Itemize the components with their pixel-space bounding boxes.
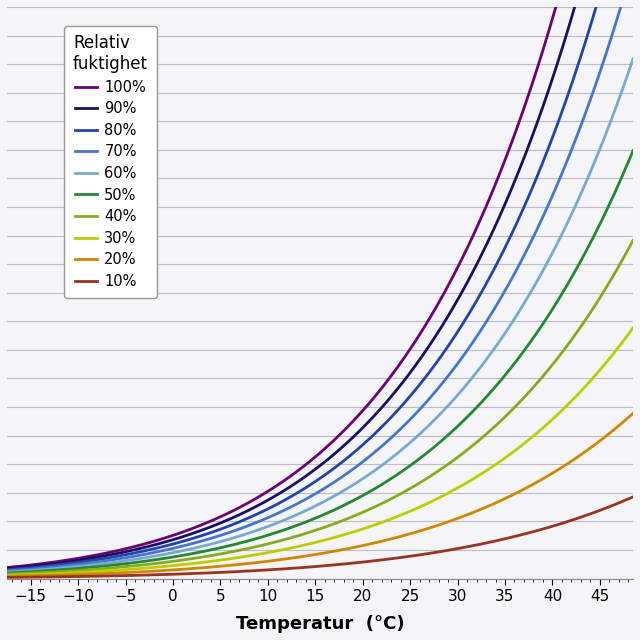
40% (629, 236, 637, 244)
50% (629, 147, 637, 154)
50% (542, 316, 550, 323)
10% (383, 556, 391, 563)
30% (478, 470, 486, 477)
100% (42, 559, 49, 567)
30% (42, 570, 49, 578)
10% (542, 524, 550, 532)
90% (383, 397, 391, 405)
20% (367, 540, 374, 548)
50% (3, 569, 11, 577)
20% (3, 573, 11, 580)
30% (542, 421, 550, 429)
20% (478, 505, 486, 513)
30% (629, 324, 637, 332)
30% (3, 572, 11, 579)
40% (402, 487, 410, 495)
80% (542, 150, 550, 158)
70% (367, 452, 374, 460)
Line: 10%: 10% (7, 497, 633, 577)
20% (383, 536, 391, 544)
100% (478, 212, 486, 220)
80% (42, 563, 49, 570)
40% (383, 497, 391, 505)
60% (402, 442, 410, 450)
10% (3, 573, 11, 581)
90% (542, 93, 550, 101)
60% (42, 566, 49, 573)
70% (42, 564, 49, 572)
50% (402, 465, 410, 472)
40% (42, 568, 49, 576)
100% (402, 351, 410, 359)
100% (367, 398, 374, 406)
Line: 40%: 40% (7, 240, 633, 574)
90% (478, 250, 486, 258)
Line: 80%: 80% (7, 0, 633, 570)
50% (383, 477, 391, 485)
60% (542, 261, 550, 269)
80% (367, 434, 374, 442)
100% (383, 378, 391, 385)
70% (542, 206, 550, 214)
100% (542, 36, 550, 44)
90% (367, 416, 374, 424)
Line: 70%: 70% (7, 0, 633, 571)
Line: 90%: 90% (7, 0, 633, 569)
90% (402, 374, 410, 382)
Line: 60%: 60% (7, 59, 633, 572)
90% (3, 565, 11, 573)
10% (629, 493, 637, 500)
60% (478, 362, 486, 369)
100% (3, 564, 11, 572)
Line: 20%: 20% (7, 413, 633, 577)
90% (42, 561, 49, 568)
X-axis label: Temperatur  (°C): Temperatur (°C) (236, 615, 404, 633)
40% (367, 505, 374, 513)
70% (478, 325, 486, 333)
50% (42, 567, 49, 575)
20% (402, 531, 410, 539)
Legend: 100%, 90%, 80%, 70%, 60%, 50%, 40%, 30%, 20%, 10%: 100%, 90%, 80%, 70%, 60%, 50%, 40%, 30%,… (65, 26, 157, 298)
60% (3, 568, 11, 576)
70% (402, 420, 410, 428)
20% (629, 410, 637, 417)
10% (402, 553, 410, 561)
40% (3, 570, 11, 578)
10% (42, 573, 49, 581)
20% (42, 572, 49, 579)
Line: 30%: 30% (7, 328, 633, 575)
80% (3, 566, 11, 573)
70% (383, 438, 391, 445)
30% (402, 509, 410, 517)
20% (542, 473, 550, 481)
80% (383, 418, 391, 426)
70% (3, 567, 11, 575)
80% (402, 397, 410, 405)
60% (629, 55, 637, 63)
50% (478, 398, 486, 406)
Line: 100%: 100% (7, 0, 633, 568)
10% (367, 557, 374, 565)
Line: 50%: 50% (7, 150, 633, 573)
40% (478, 434, 486, 442)
30% (383, 516, 391, 524)
50% (367, 487, 374, 495)
10% (478, 540, 486, 548)
30% (367, 522, 374, 530)
60% (367, 470, 374, 477)
60% (383, 458, 391, 465)
80% (478, 288, 486, 296)
40% (542, 369, 550, 376)
